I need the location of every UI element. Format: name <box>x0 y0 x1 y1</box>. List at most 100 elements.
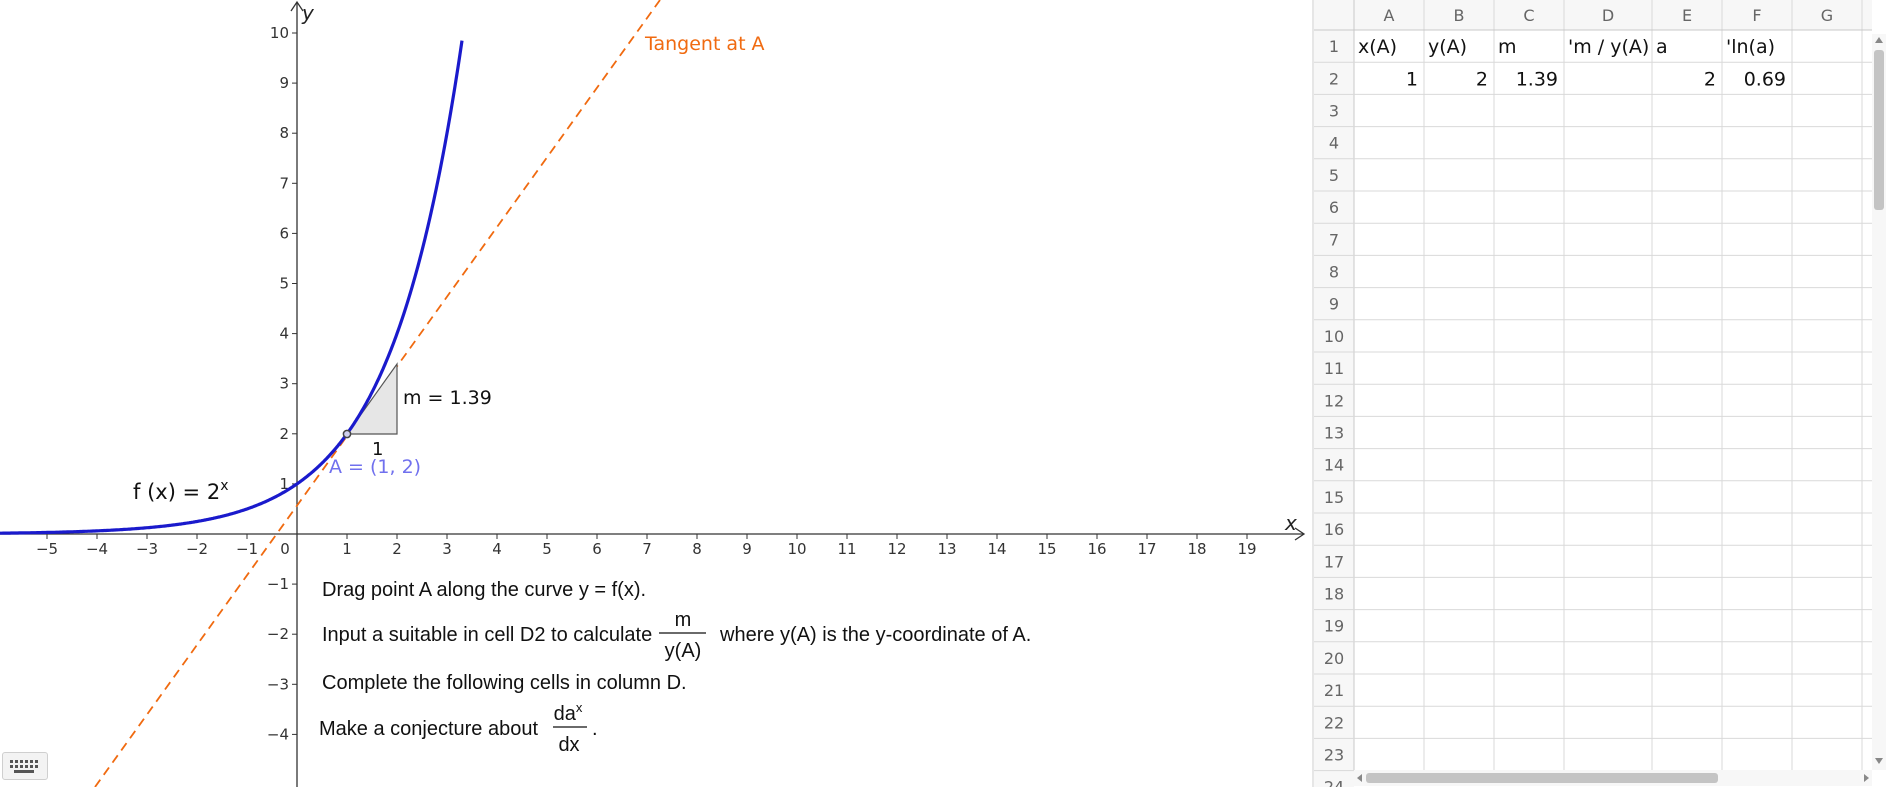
x-tick-labels: −5 −4 −3 −2 −1 0 1 2 3 4 5 6 7 8 9 10 11 12 13 14 15 16 17 18 19 <box>36 534 1257 558</box>
y-tick-label: 3 <box>279 375 289 393</box>
y-tick-label: −2 <box>267 625 289 643</box>
x-tick-label: −1 <box>236 540 258 558</box>
row-header[interactable]: 1 <box>1329 37 1339 56</box>
y-tick-label: 1 <box>279 475 289 493</box>
column-header[interactable]: G <box>1821 6 1833 25</box>
spreadsheet-cells[interactable]: x(A) y(A) m 'm / y(A) a 'ln(a) 1 2 1.39 2 0.69 <box>1358 36 1786 90</box>
fraction-denominator-ya: y(A) <box>665 640 702 662</box>
function-curve[interactable] <box>0 40 464 535</box>
x-tick-label: −5 <box>36 540 58 558</box>
x-tick-label: 11 <box>837 540 856 558</box>
function-label: f (x) = 2x <box>133 478 229 504</box>
instruction-line-4-post: . <box>592 718 598 740</box>
view-divider[interactable] <box>1312 0 1314 787</box>
y-tick-label: 6 <box>279 224 289 242</box>
row-header[interactable]: 19 <box>1324 617 1344 636</box>
y-tick-label: 2 <box>279 425 289 443</box>
y-tick-label: −1 <box>267 575 289 593</box>
column-header[interactable]: F <box>1752 6 1761 25</box>
x-tick-label: 4 <box>492 540 502 558</box>
y-tick-label: 9 <box>279 74 289 92</box>
vertical-scrollbar-track[interactable] <box>1872 34 1886 770</box>
horizontal-scrollbar-thumb[interactable] <box>1366 773 1718 783</box>
row-header[interactable]: 3 <box>1329 102 1339 121</box>
row-header[interactable]: 15 <box>1324 488 1344 507</box>
x-tick-label: −3 <box>136 540 158 558</box>
row-header[interactable]: 4 <box>1329 134 1339 153</box>
x-axis-label: x <box>1284 511 1297 535</box>
y-tick-label: 4 <box>279 325 289 343</box>
cell-row2[interactable]: 0.69 <box>1744 68 1786 90</box>
row-header[interactable]: 9 <box>1329 295 1339 314</box>
y-axis-arrow <box>290 0 304 12</box>
instruction-line-1: Drag point A along the curve y = f(x). <box>322 579 646 601</box>
row-header[interactable]: 13 <box>1324 424 1344 443</box>
cell-row1[interactable]: x(A) <box>1358 36 1397 58</box>
x-tick-label: 15 <box>1037 540 1056 558</box>
row-header[interactable]: 7 <box>1329 230 1339 249</box>
scroll-down-arrow-icon[interactable] <box>1875 758 1883 764</box>
x-tick-label: 17 <box>1137 540 1156 558</box>
point-a-label: A = (1, 2) <box>329 456 421 478</box>
scroll-right-arrow-icon[interactable] <box>1864 774 1869 782</box>
row-header[interactable]: 6 <box>1329 198 1339 217</box>
scroll-left-arrow-icon[interactable] <box>1357 774 1362 782</box>
column-header[interactable]: B <box>1454 6 1465 25</box>
x-axis-arrow <box>1294 527 1306 541</box>
x-tick-label: 13 <box>937 540 956 558</box>
row-header[interactable]: 10 <box>1324 327 1344 346</box>
graphics-view[interactable]: x y −5 −4 −3 −2 −1 0 1 2 3 4 5 6 7 8 9 10 11 12 13 14 15 16 17… <box>0 0 1312 787</box>
cell-row2[interactable]: 1.39 <box>1516 68 1558 90</box>
instruction-line-4-pre: Make a conjecture about <box>319 718 538 740</box>
spreadsheet-grid <box>1314 0 1872 787</box>
tangent-label: Tangent at A <box>644 33 765 55</box>
row-header[interactable]: 18 <box>1324 585 1344 604</box>
row-header[interactable]: 5 <box>1329 166 1339 185</box>
cell-row2[interactable]: 2 <box>1476 68 1488 90</box>
scroll-up-arrow-icon[interactable] <box>1875 37 1883 43</box>
x-tick-label: 8 <box>692 540 702 558</box>
cell-row2[interactable]: 1 <box>1406 68 1418 90</box>
fraction-numerator-m: m <box>675 609 692 631</box>
row-header[interactable]: 16 <box>1324 520 1344 539</box>
row-header[interactable]: 12 <box>1324 391 1344 410</box>
row-header[interactable]: 20 <box>1324 649 1344 668</box>
row-header[interactable]: 2 <box>1329 69 1339 88</box>
keyboard-icon[interactable] <box>2 752 48 780</box>
column-headers: A B C D E F G <box>1384 6 1834 25</box>
row-header[interactable]: 8 <box>1329 263 1339 282</box>
column-header[interactable]: D <box>1602 6 1614 25</box>
cell-row1[interactable]: m <box>1498 36 1517 58</box>
row-headers: 123456789101112131415161718192021222324 <box>1324 37 1344 787</box>
instruction-line-3: Complete the following cells in column D… <box>322 672 687 694</box>
x-tick-label: 3 <box>442 540 452 558</box>
row-header[interactable]: 21 <box>1324 681 1344 700</box>
row-header[interactable]: 24 <box>1324 778 1344 787</box>
point-a[interactable] <box>342 429 352 439</box>
cell-row1[interactable]: 'ln(a) <box>1726 36 1775 58</box>
y-tick-label: 8 <box>279 124 289 142</box>
x-tick-label: −2 <box>186 540 208 558</box>
column-header[interactable]: E <box>1682 6 1692 25</box>
row-header[interactable]: 22 <box>1324 713 1344 732</box>
cell-row1[interactable]: a <box>1656 36 1668 58</box>
x-tick-label: 19 <box>1237 540 1256 558</box>
row-header[interactable]: 14 <box>1324 456 1344 475</box>
column-header[interactable]: C <box>1523 6 1534 25</box>
cell-row1[interactable]: y(A) <box>1428 36 1467 58</box>
row-header[interactable]: 23 <box>1324 746 1344 765</box>
column-header[interactable]: A <box>1384 6 1395 25</box>
y-tick-label: −3 <box>267 675 289 693</box>
cell-row1[interactable]: 'm / y(A) <box>1568 36 1649 58</box>
vertical-scrollbar-thumb[interactable] <box>1874 50 1884 210</box>
keyboard-glyph <box>10 760 38 773</box>
row-header[interactable]: 17 <box>1324 552 1344 571</box>
cell-row2[interactable]: 2 <box>1704 68 1716 90</box>
y-tick-label: 10 <box>270 24 289 42</box>
slope-run-label: 1 <box>372 439 383 460</box>
x-tick-label: 9 <box>742 540 752 558</box>
x-tick-label: 14 <box>987 540 1006 558</box>
x-tick-label: 5 <box>542 540 552 558</box>
row-header[interactable]: 11 <box>1324 359 1344 378</box>
